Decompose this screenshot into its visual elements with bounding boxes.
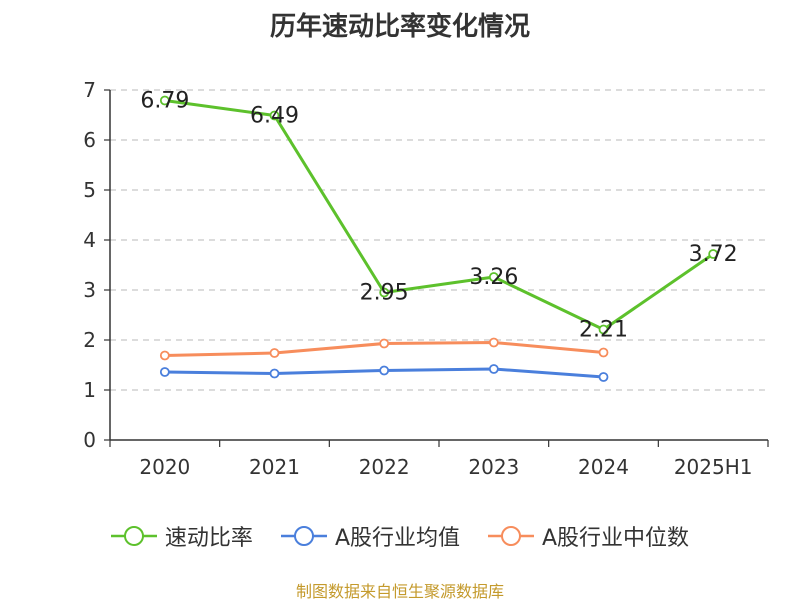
- x-tick-label-2025H1: 2025H1: [674, 455, 753, 479]
- data-point-s0-2021: [269, 110, 280, 121]
- x-tick-label-2022: 2022: [359, 455, 410, 479]
- data-point-s2-2022: [379, 338, 390, 349]
- y-tick-label-3: 3: [83, 278, 96, 302]
- y-tick-label-7: 7: [83, 78, 96, 102]
- legend-item-industry-mean[interactable]: A股行业均值: [280, 520, 460, 552]
- legend-label-quick-ratio: 速动比率: [164, 526, 253, 551]
- x-tick-label-2021: 2021: [249, 455, 300, 479]
- legend-item-quick-ratio[interactable]: 速动比率: [110, 520, 253, 552]
- data-point-s2-2020: [159, 350, 170, 361]
- y-tick-label-4: 4: [83, 228, 96, 252]
- y-tick-label-6: 6: [83, 128, 96, 152]
- legend-swatch-industry-median-icon: [488, 526, 534, 546]
- data-label-s0-2022: 2.95: [360, 281, 409, 306]
- y-tick-label-2: 2: [83, 328, 96, 352]
- data-point-s1-2023: [488, 364, 499, 374]
- data-point-s1-2024: [598, 372, 609, 382]
- data-point-s0-2023: [488, 272, 499, 282]
- data-point-s1-2022: [379, 365, 390, 376]
- data-label-s0-2025H1: 3.72: [689, 242, 738, 267]
- x-tick-label-2024: 2024: [578, 455, 629, 479]
- data-point-s0-2020: [159, 95, 170, 106]
- legend-label-industry-median: A股行业中位数: [542, 526, 690, 551]
- data-label-s0-2021: 6.49: [250, 104, 299, 129]
- data-point-s2-2023: [488, 337, 499, 348]
- data-point-s0-2024: [598, 324, 609, 335]
- data-label-s0-2023: 3.26: [469, 265, 518, 290]
- data-label-s0-2024: 2.21: [579, 318, 628, 343]
- legend-label-industry-mean: A股行业均值: [334, 526, 460, 551]
- x-tick-label-2020: 2020: [139, 455, 190, 479]
- legend-swatch-quick-ratio-icon: [110, 526, 157, 546]
- chart-title: 历年速动比率变化情况: [269, 12, 530, 42]
- data-point-s2-2021: [269, 348, 280, 358]
- y-tick-label-0: 0: [83, 428, 96, 452]
- series-line-0: [164, 99, 715, 331]
- legend-item-industry-median[interactable]: A股行业中位数: [488, 520, 689, 552]
- data-point-s1-2020: [159, 367, 170, 377]
- legend: 速动比率 A股行业均值 A股行业中位数: [0, 520, 800, 552]
- y-tick-label-5: 5: [83, 178, 96, 202]
- data-label-s0-2020: 6.79: [140, 89, 189, 114]
- data-point-s1-2021: [269, 368, 280, 379]
- data-point-s2-2024: [598, 347, 609, 358]
- x-tick-label-2023: 2023: [468, 455, 519, 479]
- y-tick-label-1: 1: [83, 378, 96, 402]
- legend-swatch-industry-mean-icon: [280, 526, 327, 546]
- data-point-s0-2025H1: [708, 249, 719, 259]
- data-source-note: 制图数据来自恒生聚源数据库: [295, 582, 504, 601]
- data-point-s0-2022: [379, 287, 390, 298]
